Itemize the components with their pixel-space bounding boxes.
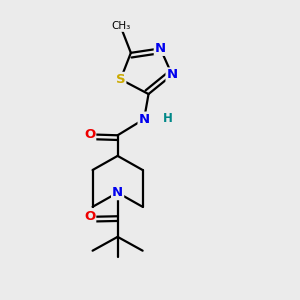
Text: H: H — [163, 112, 172, 125]
Text: N: N — [139, 112, 150, 126]
Text: O: O — [84, 210, 95, 223]
Text: CH₃: CH₃ — [111, 21, 130, 31]
Text: N: N — [155, 42, 166, 55]
Text: O: O — [84, 128, 95, 141]
Text: N: N — [167, 68, 178, 81]
Text: S: S — [116, 73, 125, 86]
Text: N: N — [112, 186, 123, 199]
